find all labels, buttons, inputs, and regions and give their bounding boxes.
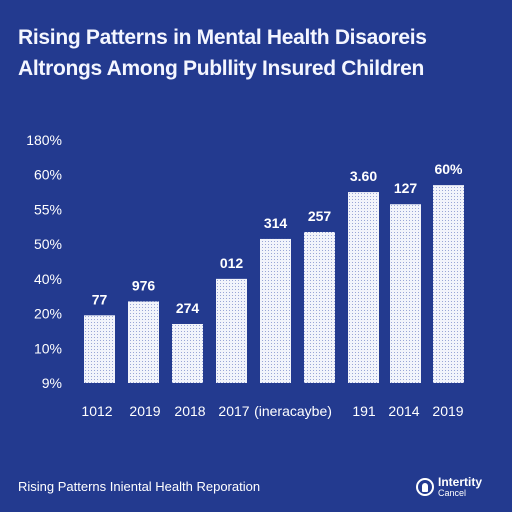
bar (304, 231, 335, 383)
bar (260, 238, 291, 383)
y-tick-label: 9% (42, 375, 62, 391)
y-tick-label: 60% (34, 167, 62, 183)
y-tick-label: 20% (34, 306, 62, 322)
data-label: 012 (220, 255, 244, 271)
logo-line-1: Intertity (438, 475, 483, 489)
data-label: 127 (394, 180, 418, 196)
data-label: 60% (434, 161, 463, 177)
data-label: 274 (176, 300, 200, 316)
x-tick-label: 191 (352, 403, 376, 419)
x-tick-label: 2014 (388, 403, 419, 419)
brand-logo: Intertity Cancel (416, 476, 508, 502)
x-tick-label: 2018 (174, 403, 205, 419)
y-tick-label: 40% (34, 271, 62, 287)
chart-title-line-2: Altrongs Among Publlity Insured Children (18, 57, 425, 80)
x-tick-label: 1012 (81, 403, 112, 419)
chart-title: Rising Patterns in Mental Health Disaore… (18, 22, 498, 84)
bar (390, 204, 421, 383)
bar (348, 192, 379, 383)
logo-text: Intertity Cancel (438, 475, 483, 499)
x-tick-label: (ineracaybe) (254, 403, 332, 419)
chart-title-line-1: Rising Patterns in Mental Health Disaore… (18, 26, 427, 49)
bar (84, 315, 115, 383)
person-badge-icon (416, 478, 434, 496)
data-label: 976 (132, 277, 156, 293)
data-label: 77 (92, 291, 108, 307)
logo-line-2: Cancel (438, 488, 467, 498)
x-tick-label: 2019 (129, 403, 160, 419)
y-tick-label: 180% (26, 132, 62, 148)
x-tick-label: 2017 (218, 403, 249, 419)
bar (216, 278, 247, 383)
data-label: 257 (308, 208, 332, 224)
bar (128, 301, 159, 383)
y-tick-label: 50% (34, 236, 62, 252)
y-tick-label: 10% (34, 340, 62, 356)
x-tick-label: 2019 (432, 403, 463, 419)
data-label: 314 (264, 215, 288, 231)
y-tick-label: 55% (34, 201, 62, 217)
bar (433, 185, 464, 383)
data-label: 3.60 (350, 168, 377, 184)
footer-caption: Rising Patterns Iniental Health Reporati… (18, 479, 261, 494)
bar (172, 323, 203, 383)
